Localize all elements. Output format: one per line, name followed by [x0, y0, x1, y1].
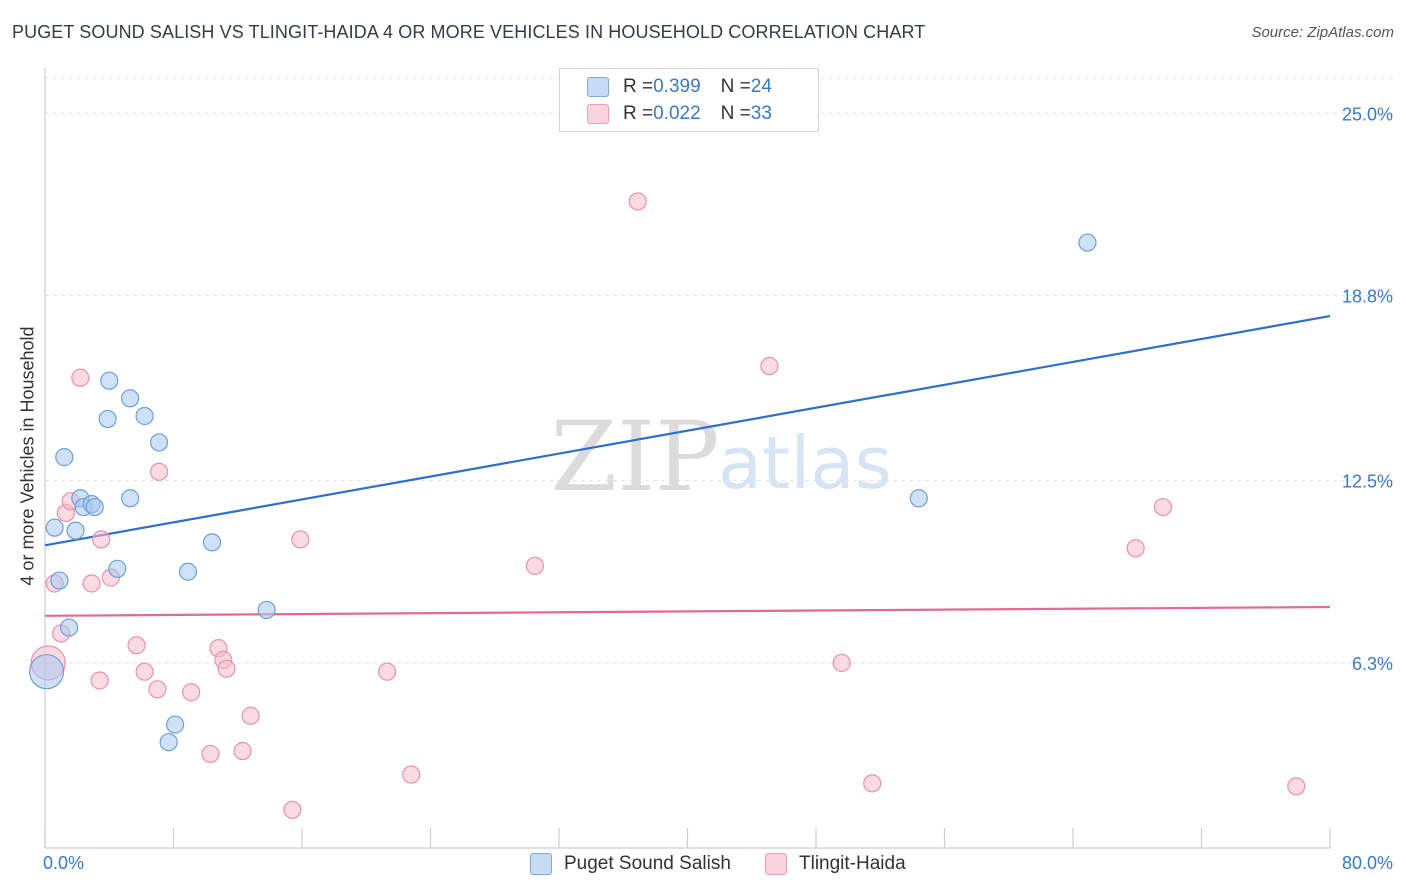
point-puget — [121, 389, 140, 408]
legend-r-label: R = — [623, 103, 654, 124]
point-puget — [45, 518, 64, 537]
legend-r-label: R = — [623, 76, 654, 97]
point-tlingit — [1126, 539, 1145, 558]
point-puget — [178, 562, 198, 581]
x-tick-label-max: 80.0% — [1342, 853, 1393, 873]
point-tlingit — [82, 574, 101, 593]
point-puget — [98, 409, 117, 429]
point-tlingit — [832, 653, 851, 672]
x-tick-label-min: 0.0% — [43, 853, 84, 873]
point-puget — [59, 618, 79, 637]
point-tlingit — [378, 662, 397, 681]
point-puget — [100, 371, 119, 390]
point-tlingit — [1153, 497, 1173, 517]
data-points — [29, 192, 1306, 819]
y-tick-labels: 6.3% 12.5% 18.8% 25.0% — [1342, 104, 1393, 674]
legend-n-label: N = — [720, 76, 751, 97]
point-puget — [121, 489, 140, 508]
point-tlingit — [217, 659, 236, 678]
point-tlingit — [71, 368, 90, 387]
point-tlingit — [149, 462, 169, 481]
legend-r-value: 0.022 — [653, 103, 701, 124]
legend-row-tlingit: R = 0.022 N = 33 — [560, 100, 772, 128]
watermark-atlas: atlas — [718, 421, 892, 505]
legend-n-value: 24 — [750, 76, 772, 97]
point-puget — [85, 497, 104, 517]
legend-n-value: 33 — [750, 103, 772, 124]
y-tick-label: 12.5% — [1342, 472, 1393, 492]
legend-row-puget: R = 0.399 N = 24 — [560, 73, 772, 101]
point-tlingit — [863, 774, 882, 793]
point-tlingit — [201, 744, 220, 764]
y-tick-label: 25.0% — [1342, 104, 1393, 124]
point-tlingit — [92, 530, 111, 549]
point-tlingit — [402, 765, 421, 784]
chart-title: PUGET SOUND SALISH VS TLINGIT-HAIDA 4 OR… — [12, 22, 926, 42]
point-tlingit — [90, 671, 109, 690]
legend-swatch-puget — [587, 77, 609, 97]
trend-line-tlingit — [44, 605, 1331, 617]
gridlines — [45, 77, 1395, 664]
source-credit: Source: ZipAtlas.com — [1251, 24, 1394, 41]
legend-n-label: N = — [720, 103, 751, 124]
point-tlingit — [628, 192, 647, 211]
point-tlingit — [525, 556, 545, 575]
point-tlingit — [182, 683, 201, 702]
point-tlingit — [148, 680, 167, 699]
series-name-puget: Puget Sound Salish — [564, 853, 731, 874]
y-tick-label: 18.8% — [1342, 286, 1393, 306]
point-puget — [135, 406, 154, 426]
series-name-tlingit: Tlingit-Haida — [799, 853, 906, 874]
point-puget — [159, 733, 178, 752]
legend-r-value: 0.399 — [653, 76, 701, 97]
point-puget — [29, 654, 65, 690]
trend-line-puget — [44, 314, 1331, 547]
correlation-legend: R = 0.399 N = 24 R = 0.022 N = 33 — [559, 68, 819, 132]
point-puget — [909, 489, 928, 508]
series-swatch-tlingit — [765, 853, 787, 875]
point-puget — [166, 715, 185, 734]
series-swatch-puget — [530, 853, 552, 875]
point-tlingit — [1287, 777, 1306, 796]
point-puget — [202, 533, 222, 552]
point-puget — [149, 433, 169, 452]
series-legend: Puget Sound Salish Tlingit-Haida — [0, 850, 1406, 878]
point-tlingit — [760, 356, 779, 376]
point-tlingit — [241, 706, 260, 725]
point-puget — [50, 571, 69, 590]
point-puget — [108, 559, 127, 578]
point-tlingit — [233, 741, 252, 761]
axes — [44, 68, 1331, 849]
point-tlingit — [135, 662, 154, 681]
point-puget — [66, 521, 85, 540]
point-puget — [1078, 233, 1097, 252]
point-puget — [55, 448, 74, 467]
y-tick-label: 6.3% — [1352, 654, 1393, 674]
point-tlingit — [283, 800, 302, 819]
point-tlingit — [291, 530, 310, 549]
series-legend-tlingit: Tlingit-Haida — [765, 850, 906, 878]
watermark-zip: ZIP — [550, 401, 719, 513]
point-tlingit — [127, 636, 146, 655]
point-puget — [257, 600, 276, 620]
legend-swatch-tlingit — [587, 104, 609, 124]
x-tick-labels: 0.0% 80.0% — [43, 853, 1393, 873]
series-legend-puget: Puget Sound Salish — [530, 850, 731, 878]
